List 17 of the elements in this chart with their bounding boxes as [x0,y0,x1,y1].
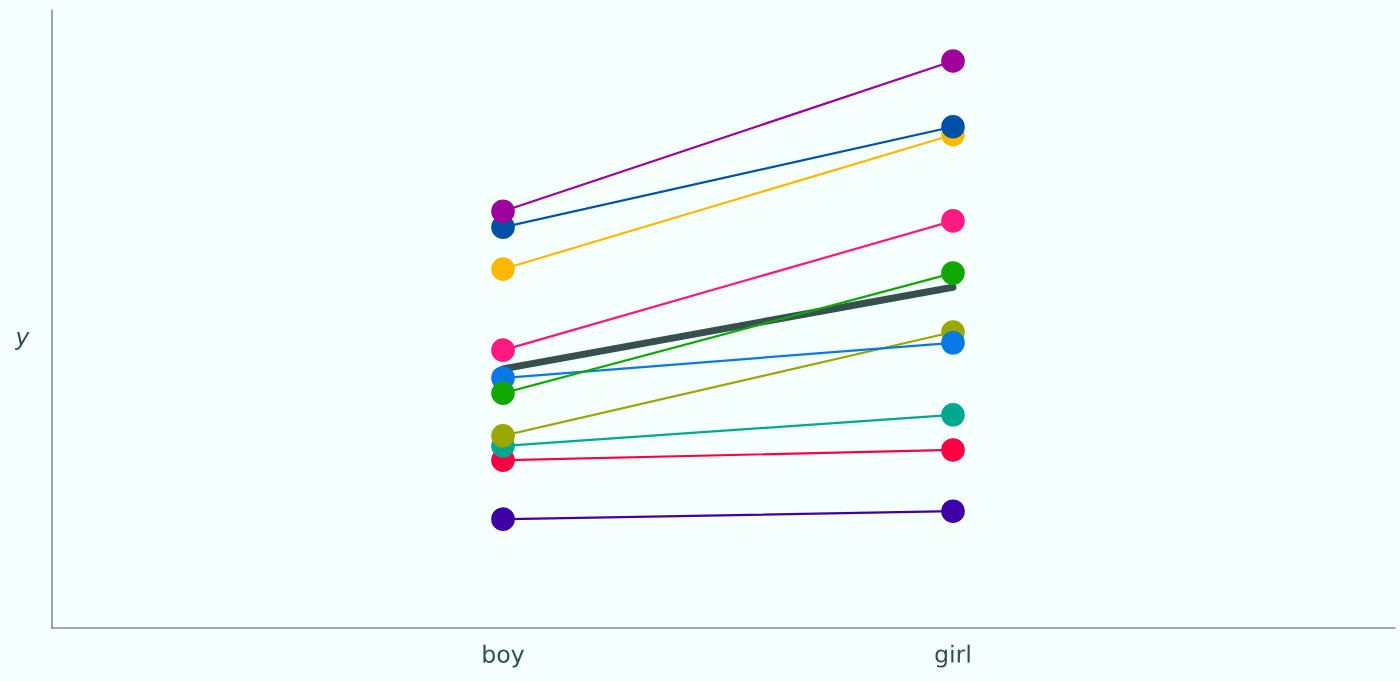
point [491,199,515,224]
point [941,261,965,285]
point [491,257,515,281]
point [491,423,515,448]
x-tick-label: girl [935,644,970,668]
point [491,507,515,531]
point [491,338,515,362]
point [941,403,965,427]
point [941,499,965,524]
y-axis-title: y [14,332,30,350]
point [941,114,965,139]
point [491,381,515,406]
point [941,330,965,355]
point [941,209,965,233]
x-tick-label: boy [483,644,524,668]
point [941,49,965,73]
point [941,438,965,462]
